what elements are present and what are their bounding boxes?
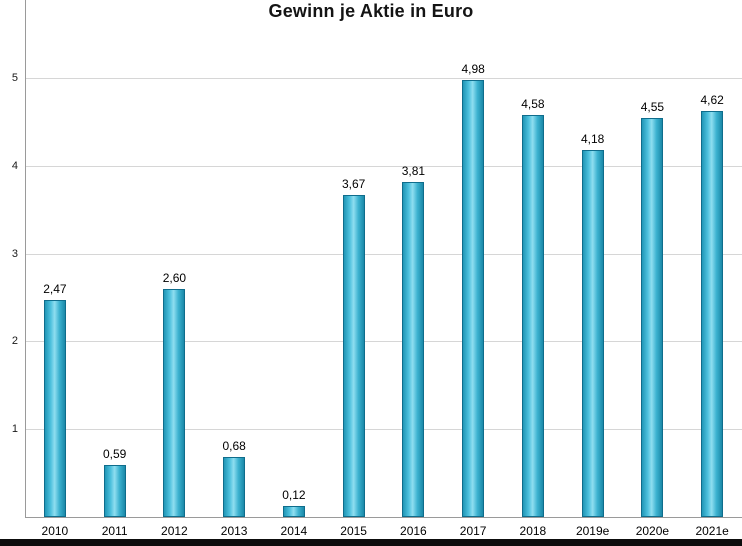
- bar-2014: [282, 506, 305, 517]
- gridline-1: [25, 429, 742, 431]
- chart-title: Gewinn je Aktie in Euro: [268, 1, 474, 21]
- bar-2021e: [701, 111, 724, 517]
- x-axis-category-label: 2016: [400, 524, 427, 538]
- bar-value-label: 3,81: [401, 164, 426, 179]
- x-axis-category-label: 2021e: [695, 524, 729, 538]
- y-axis-line: [25, 0, 26, 517]
- bar-2017: [462, 79, 485, 517]
- x-axis-category-label: 2015: [340, 524, 367, 538]
- x-axis-category-label: 2010: [41, 524, 69, 538]
- y-axis-tick-label: 1: [11, 423, 18, 436]
- bar-2011: [103, 465, 126, 517]
- bar-value-label: 0,68: [222, 439, 246, 454]
- bar-2010: [43, 300, 66, 517]
- bar-2020e: [641, 117, 664, 517]
- bar-value-label: 4,58: [521, 96, 545, 111]
- gridline-2: [25, 341, 742, 343]
- bar-2012: [163, 288, 186, 517]
- x-axis-category-label: 2014: [280, 524, 308, 538]
- y-axis-tick-label: 2: [11, 335, 18, 348]
- bar-value-label: 4,98: [461, 61, 485, 76]
- bar-value-label: 3,67: [341, 176, 366, 191]
- bar-2018: [521, 114, 544, 517]
- gridline-3: [25, 253, 742, 255]
- bar-value-label: 2,47: [43, 282, 67, 297]
- x-axis-category-label: 2019e: [575, 524, 610, 538]
- bar-value-label: 4,55: [640, 99, 665, 114]
- bar-2013: [223, 457, 246, 517]
- x-axis-category-label: 2018: [519, 524, 547, 538]
- gridline-4: [25, 165, 742, 167]
- x-axis-category-label: 2020e: [635, 524, 670, 538]
- bar-2016: [402, 182, 425, 517]
- x-axis-line: [25, 517, 742, 518]
- x-axis-category-label: 2017: [459, 524, 487, 538]
- bar-value-label: 4,18: [580, 131, 605, 146]
- bar-2015: [342, 194, 365, 517]
- bar-value-label: 0,12: [282, 488, 306, 503]
- y-axis-tick-label: 4: [11, 159, 18, 172]
- x-axis-category-label: 2013: [220, 524, 248, 538]
- bar-value-label: 2,60: [162, 270, 187, 285]
- gridline-5: [25, 78, 742, 79]
- bottom-edge-bar: [0, 539, 742, 546]
- bar-value-label: 0,59: [102, 447, 127, 462]
- bar-2019e: [581, 149, 604, 517]
- y-axis-tick-label: 5: [11, 72, 18, 84]
- x-axis-category-label: 2011: [101, 524, 128, 538]
- bar-value-label: 4,62: [700, 93, 724, 108]
- x-axis-category-label: 2012: [161, 524, 188, 538]
- y-axis-tick-label: 3: [11, 247, 18, 260]
